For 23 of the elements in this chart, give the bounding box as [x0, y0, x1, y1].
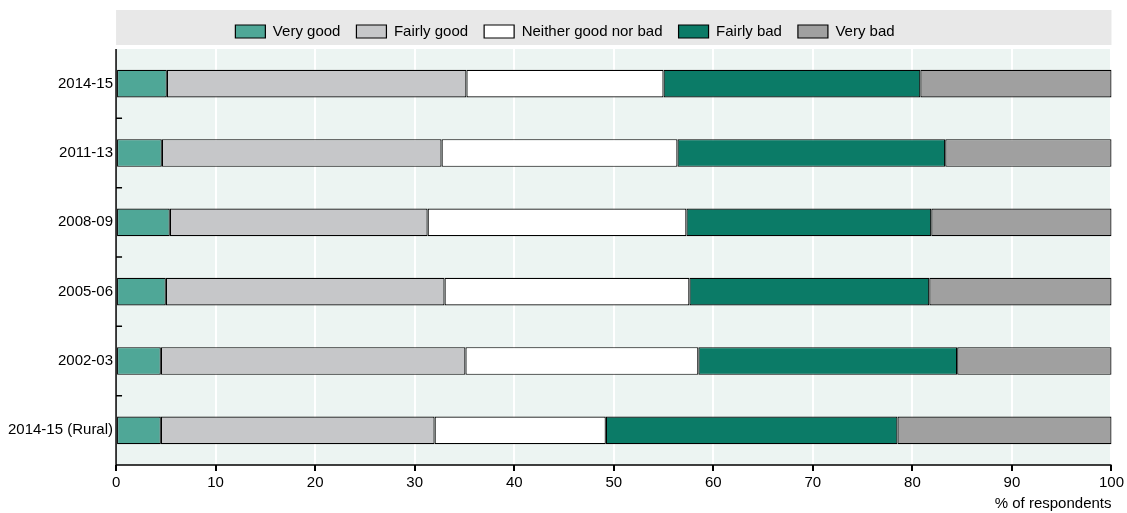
x-tick-label: 20	[306, 473, 324, 491]
x-tick-label: 70	[804, 473, 822, 491]
legend-label: Very bad	[835, 21, 895, 39]
y-tick-label: 2014-15	[57, 73, 114, 91]
x-tick-label: 30	[406, 473, 424, 491]
x-tick-label: 80	[904, 473, 921, 491]
x-axis-title: % of respondents	[994, 494, 1112, 512]
x-tick-label: 10	[207, 473, 224, 491]
x-tick-label: 40	[505, 473, 523, 491]
legend-label: Very good	[272, 21, 341, 39]
legend-label: Fairly bad	[716, 21, 782, 39]
x-tick-label: 50	[605, 473, 623, 491]
x-tick-label: 100	[1098, 473, 1124, 491]
y-tick-label: 2002-03	[57, 351, 114, 369]
y-tick-label: 2005-06	[57, 281, 114, 299]
x-tick-label: 90	[1003, 473, 1021, 491]
y-tick-label: 2008-09	[57, 212, 114, 230]
x-tick-label: 60	[704, 473, 722, 491]
x-tick-label: 0	[111, 473, 121, 491]
legend-label: Neither good nor bad	[521, 21, 663, 39]
y-tick-label: 2014-15 (Rural)	[7, 420, 114, 438]
legend-label: Fairly good	[393, 21, 469, 39]
y-tick-label: 2011-13	[59, 143, 114, 161]
